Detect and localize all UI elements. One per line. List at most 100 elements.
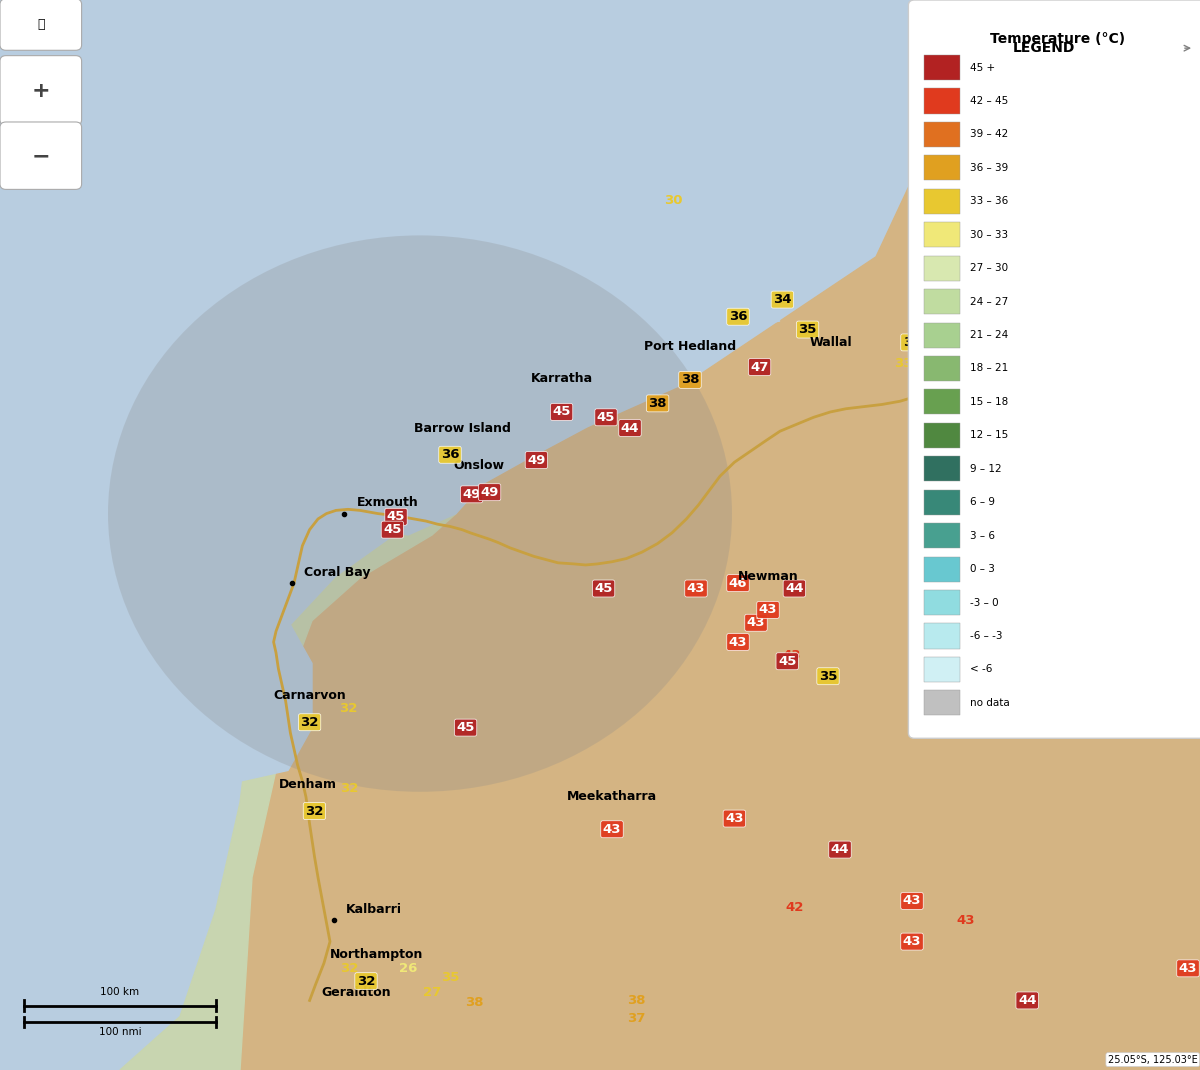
Text: 45: 45	[594, 582, 613, 595]
Text: Northampton: Northampton	[330, 948, 424, 961]
Text: 45: 45	[778, 655, 797, 668]
Text: 27 – 30: 27 – 30	[970, 263, 1008, 273]
Bar	[924, 89, 960, 113]
Text: 45: 45	[552, 406, 571, 418]
Text: Meekatharra: Meekatharra	[566, 790, 658, 802]
Text: 43: 43	[686, 582, 706, 595]
Bar	[924, 624, 960, 648]
Text: 31: 31	[944, 143, 964, 156]
Bar	[924, 690, 960, 716]
Text: 43: 43	[956, 914, 976, 927]
Bar	[924, 389, 960, 414]
Text: -6 – -3: -6 – -3	[970, 631, 1002, 641]
Text: 42 – 45: 42 – 45	[970, 96, 1008, 106]
Text: 38: 38	[680, 373, 700, 386]
Text: 44: 44	[830, 843, 850, 856]
Bar	[924, 322, 960, 348]
Text: 35: 35	[798, 323, 817, 336]
Text: 45 +: 45 +	[970, 62, 995, 73]
FancyBboxPatch shape	[908, 0, 1200, 738]
Text: Newman: Newman	[738, 570, 798, 583]
Text: 25.05°S, 125.03°E: 25.05°S, 125.03°E	[1108, 1055, 1198, 1065]
Text: 35: 35	[440, 972, 460, 984]
Bar	[924, 356, 960, 381]
Text: 32: 32	[305, 805, 324, 817]
Bar	[924, 423, 960, 448]
Text: 45: 45	[383, 523, 402, 536]
Text: 32: 32	[300, 716, 319, 729]
Text: 35: 35	[818, 670, 838, 683]
Bar	[924, 55, 960, 80]
Text: < -6: < -6	[970, 664, 992, 674]
Text: 30 – 33: 30 – 33	[970, 230, 1008, 240]
FancyBboxPatch shape	[0, 0, 82, 50]
Text: Denham: Denham	[278, 778, 336, 791]
Text: 32: 32	[340, 782, 359, 795]
Text: 100 nmi: 100 nmi	[98, 1027, 142, 1037]
Text: 33: 33	[894, 357, 913, 370]
Text: 49: 49	[480, 486, 499, 499]
Text: 33: 33	[902, 336, 922, 349]
Text: 32: 32	[338, 702, 358, 715]
Text: 49: 49	[462, 488, 481, 501]
Text: 33: 33	[1016, 208, 1036, 220]
Text: −: −	[31, 147, 50, 166]
Text: 30: 30	[664, 194, 683, 207]
Text: 39 – 42: 39 – 42	[970, 129, 1008, 139]
Bar	[924, 490, 960, 515]
Bar	[924, 223, 960, 247]
Text: Broome: Broome	[912, 208, 966, 220]
Text: 3 – 6: 3 – 6	[970, 531, 995, 540]
Text: 37: 37	[626, 1012, 646, 1025]
Text: 43: 43	[782, 649, 802, 662]
Text: Geraldton: Geraldton	[322, 987, 391, 999]
Bar	[924, 122, 960, 147]
Text: 24 – 27: 24 – 27	[970, 296, 1008, 307]
Bar	[924, 556, 960, 582]
Text: 36 – 39: 36 – 39	[970, 163, 1008, 173]
Text: 38: 38	[648, 397, 667, 410]
Text: Exmouth: Exmouth	[356, 496, 418, 509]
Text: 45: 45	[596, 411, 616, 424]
Text: 38: 38	[464, 996, 484, 1009]
Text: 38: 38	[626, 994, 646, 1007]
Text: Port Hedland: Port Hedland	[644, 340, 736, 353]
Text: 34: 34	[773, 293, 792, 306]
Text: 0 – 3: 0 – 3	[970, 564, 995, 575]
Text: 18 – 21: 18 – 21	[970, 364, 1008, 373]
Bar	[924, 289, 960, 315]
Text: 33 – 36: 33 – 36	[970, 196, 1008, 207]
Polygon shape	[120, 503, 456, 1070]
Text: 26: 26	[398, 962, 418, 975]
Text: 36: 36	[728, 310, 748, 323]
Text: 33: 33	[954, 226, 973, 239]
Text: 32: 32	[356, 975, 376, 988]
Text: 43: 43	[728, 636, 748, 648]
Text: 12 – 15: 12 – 15	[970, 430, 1008, 441]
Bar	[924, 590, 960, 615]
Text: -3 – 0: -3 – 0	[970, 597, 998, 608]
Text: Onslow: Onslow	[454, 459, 505, 472]
Text: 15 – 18: 15 – 18	[970, 397, 1008, 407]
Polygon shape	[192, 621, 312, 792]
Text: 27: 27	[422, 987, 442, 999]
Bar	[924, 256, 960, 280]
Text: 43: 43	[902, 895, 922, 907]
Text: 45: 45	[456, 721, 475, 734]
Text: Carnarvon: Carnarvon	[274, 689, 347, 702]
Text: 42: 42	[785, 901, 804, 914]
Circle shape	[108, 235, 732, 792]
Text: Karratha: Karratha	[530, 372, 593, 385]
Text: 9 – 12: 9 – 12	[970, 463, 1001, 474]
Text: 100 km: 100 km	[101, 988, 139, 997]
Text: 43: 43	[725, 812, 744, 825]
Text: 44: 44	[620, 422, 640, 434]
FancyBboxPatch shape	[0, 122, 82, 189]
Bar	[924, 523, 960, 548]
Bar	[924, 657, 960, 682]
FancyBboxPatch shape	[0, 56, 82, 125]
Text: +: +	[31, 81, 50, 101]
Text: 45: 45	[386, 510, 406, 523]
Text: 36: 36	[440, 448, 460, 461]
Text: 🦘: 🦘	[37, 18, 44, 31]
